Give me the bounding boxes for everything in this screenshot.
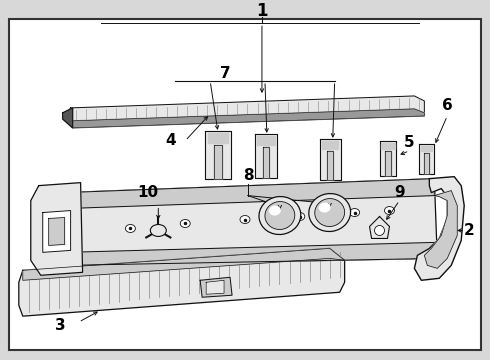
Polygon shape <box>415 177 464 280</box>
Polygon shape <box>380 141 396 176</box>
Polygon shape <box>43 211 71 252</box>
Ellipse shape <box>125 225 135 233</box>
Text: 1: 1 <box>256 2 268 20</box>
Ellipse shape <box>350 208 360 216</box>
Polygon shape <box>200 277 232 297</box>
Polygon shape <box>66 242 437 265</box>
Ellipse shape <box>259 197 301 234</box>
Ellipse shape <box>240 216 250 224</box>
Polygon shape <box>66 179 437 265</box>
Text: 10: 10 <box>138 185 159 200</box>
Ellipse shape <box>150 225 166 237</box>
Polygon shape <box>381 143 394 149</box>
Polygon shape <box>263 147 269 178</box>
Polygon shape <box>424 190 457 268</box>
Polygon shape <box>327 151 333 180</box>
Ellipse shape <box>374 225 385 235</box>
Polygon shape <box>419 144 434 174</box>
Polygon shape <box>31 183 83 275</box>
Ellipse shape <box>319 203 331 212</box>
Text: 2: 2 <box>464 223 474 238</box>
Polygon shape <box>257 136 274 145</box>
Polygon shape <box>214 145 222 179</box>
Polygon shape <box>63 108 73 128</box>
Polygon shape <box>23 248 344 280</box>
Polygon shape <box>49 217 65 246</box>
Text: 4: 4 <box>165 133 175 148</box>
Text: 8: 8 <box>243 168 253 183</box>
Polygon shape <box>369 216 390 238</box>
Text: 6: 6 <box>442 98 453 113</box>
Ellipse shape <box>265 202 295 229</box>
Ellipse shape <box>269 206 281 216</box>
Polygon shape <box>424 153 429 174</box>
Polygon shape <box>421 146 432 151</box>
Polygon shape <box>386 152 391 176</box>
Ellipse shape <box>295 212 305 221</box>
Ellipse shape <box>385 207 394 215</box>
Polygon shape <box>19 248 344 316</box>
Polygon shape <box>208 133 228 143</box>
Polygon shape <box>322 141 339 149</box>
Polygon shape <box>205 131 231 179</box>
Ellipse shape <box>315 199 344 226</box>
Text: 5: 5 <box>404 135 415 150</box>
Polygon shape <box>255 134 277 178</box>
Polygon shape <box>320 139 341 180</box>
Polygon shape <box>66 179 434 208</box>
Ellipse shape <box>180 220 190 228</box>
Polygon shape <box>63 96 424 128</box>
Polygon shape <box>73 109 424 128</box>
Text: 7: 7 <box>220 66 230 81</box>
Text: 9: 9 <box>394 185 405 200</box>
Text: 3: 3 <box>55 318 66 333</box>
Polygon shape <box>206 280 224 294</box>
Ellipse shape <box>309 194 350 231</box>
